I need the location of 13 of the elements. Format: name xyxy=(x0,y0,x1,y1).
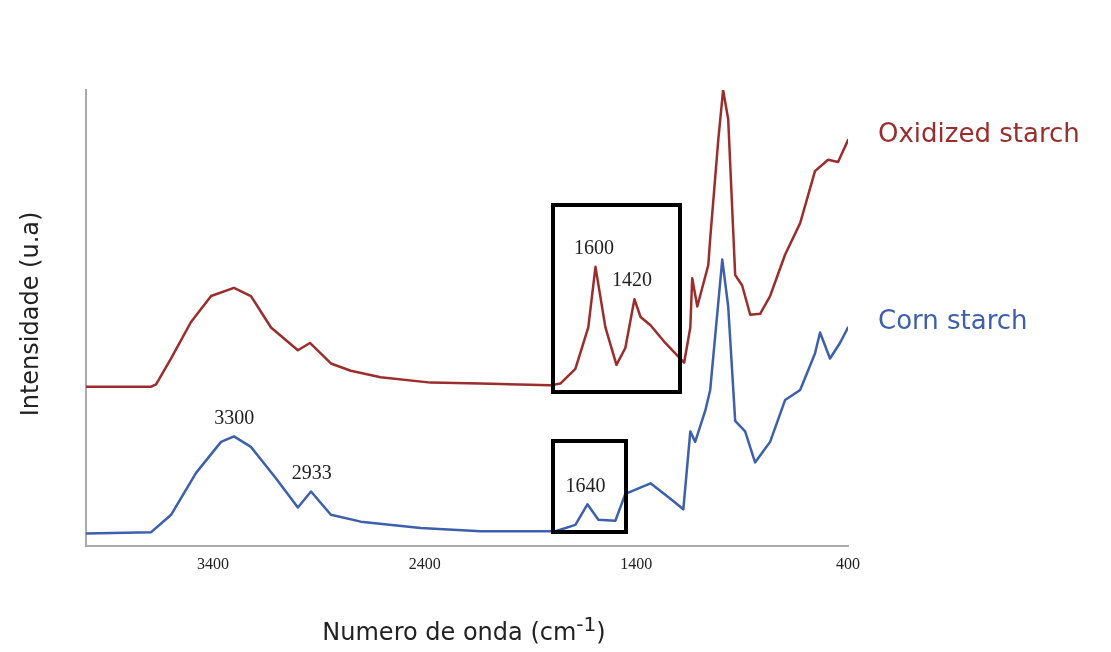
x-tick-label: 2400 xyxy=(408,554,441,572)
x-axis-title: Numero de onda (cm$^{-1}$) xyxy=(321,612,607,646)
x-tick-label: 400 xyxy=(836,554,860,572)
annotation: 1420 xyxy=(612,268,653,291)
x-tick-label: 1400 xyxy=(620,554,653,572)
series-label: Corn starch xyxy=(878,305,1028,336)
y-axis-title: Intensidade (u.a) xyxy=(16,210,44,419)
x-tick-label: 3400 xyxy=(197,554,229,572)
annotation: 3300 xyxy=(214,405,255,428)
annotation: 1600 xyxy=(574,236,614,259)
series-label: Oxidized starch xyxy=(878,117,1080,148)
annotation: 1640 xyxy=(565,473,606,496)
annotation: 2933 xyxy=(291,460,332,483)
